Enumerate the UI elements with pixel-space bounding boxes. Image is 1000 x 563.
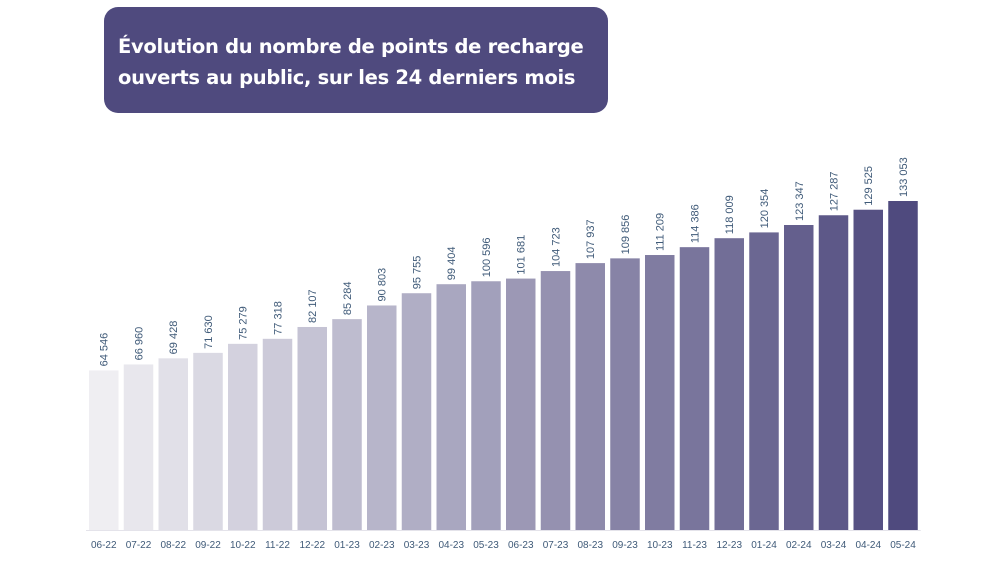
bar-03-24 [818,215,849,531]
value-label-02-24: 123 347 [794,181,806,221]
bar-08-23 [575,263,605,530]
tick-label-08-23: 08-23 [577,540,603,551]
value-label-10-23: 111 209 [655,213,667,251]
tick-label-01-23: 01-23 [334,540,360,551]
value-label-04-23: 99 404 [446,247,458,281]
bar-05-24 [888,201,918,530]
value-label-11-22: 77 318 [273,301,285,335]
bar-04-24 [853,209,883,530]
bar-07-22 [123,364,154,530]
value-label-11-23: 114 386 [690,204,702,243]
tick-label-06-23: 06-23 [508,540,534,551]
value-label-08-23: 107 937 [585,219,597,259]
value-label-01-24: 120 354 [759,189,771,229]
tick-label-02-23: 02-23 [369,540,395,551]
bar-04-23 [436,284,466,530]
value-label-12-22: 82 107 [307,289,319,323]
bar-02-23 [367,305,397,530]
value-label-07-23: 104 723 [551,227,563,267]
value-label-03-23: 95 755 [412,256,424,290]
tick-label-08-22: 08-22 [160,540,186,551]
tick-label-12-23: 12-23 [716,540,742,551]
bar-01-23 [332,319,362,530]
tick-label-05-23: 05-23 [473,540,499,551]
tick-label-07-22: 07-22 [126,540,152,551]
tick-label-02-24: 02-24 [786,540,812,551]
bar-01-24 [749,232,779,530]
value-label-10-22: 75 279 [238,306,250,340]
value-label-09-23: 109 856 [620,215,632,255]
value-label-04-24: 129 525 [863,166,875,206]
value-label-06-22: 64 546 [99,333,111,367]
bar-06-22 [89,370,119,530]
tick-label-11-23: 11-23 [682,540,707,551]
tick-label-07-23: 07-23 [543,540,569,551]
value-label-05-24: 133 053 [898,157,910,197]
tick-label-03-23: 03-23 [404,540,430,551]
bar-05-23 [471,281,501,530]
tick-label-04-23: 04-23 [438,540,464,551]
bar-11-23 [679,247,710,530]
value-label-12-23: 118 009 [724,195,736,234]
tick-label-06-22: 06-22 [91,540,117,551]
bar-07-23 [540,271,571,530]
value-label-05-23: 100 596 [481,237,493,277]
bar-09-23 [610,258,640,530]
bar-03-23 [401,293,432,530]
bar-06-23 [506,278,536,530]
bar-10-22 [228,343,258,530]
value-label-06-23: 101 681 [516,235,528,275]
tick-label-11-22: 11-22 [265,540,290,551]
value-label-02-23: 90 803 [377,268,389,302]
bar-12-22 [297,326,327,530]
value-label-09-22: 71 630 [203,315,215,349]
bar-11-22 [262,338,293,530]
tick-label-12-22: 12-22 [299,540,325,551]
chart-title-line-2: ouverts au public, sur les 24 derniers m… [118,66,576,89]
tick-label-05-24: 05-24 [890,540,916,551]
chart-title-box: Évolution du nombre de points de recharg… [104,7,608,113]
value-label-01-23: 85 284 [342,281,354,315]
bar-08-22 [158,358,188,530]
tick-label-10-23: 10-23 [647,540,673,551]
bar-09-22 [193,352,223,530]
tick-label-09-22: 09-22 [195,540,221,551]
tick-label-04-24: 04-24 [855,540,881,551]
value-label-07-22: 66 960 [134,327,146,361]
chart-title-line-1: Évolution du nombre de points de recharg… [118,35,584,58]
bar-10-23 [645,255,675,531]
tick-label-10-22: 10-22 [230,540,256,551]
chart-title: Évolution du nombre de points de recharg… [118,31,594,93]
tick-label-03-24: 03-24 [821,540,847,551]
value-label-03-24: 127 287 [829,171,841,211]
bar-12-23 [714,238,744,530]
value-label-08-22: 69 428 [168,321,180,355]
tick-label-09-23: 09-23 [612,540,638,551]
tick-label-01-24: 01-24 [751,540,777,551]
bar-02-24 [784,225,814,531]
